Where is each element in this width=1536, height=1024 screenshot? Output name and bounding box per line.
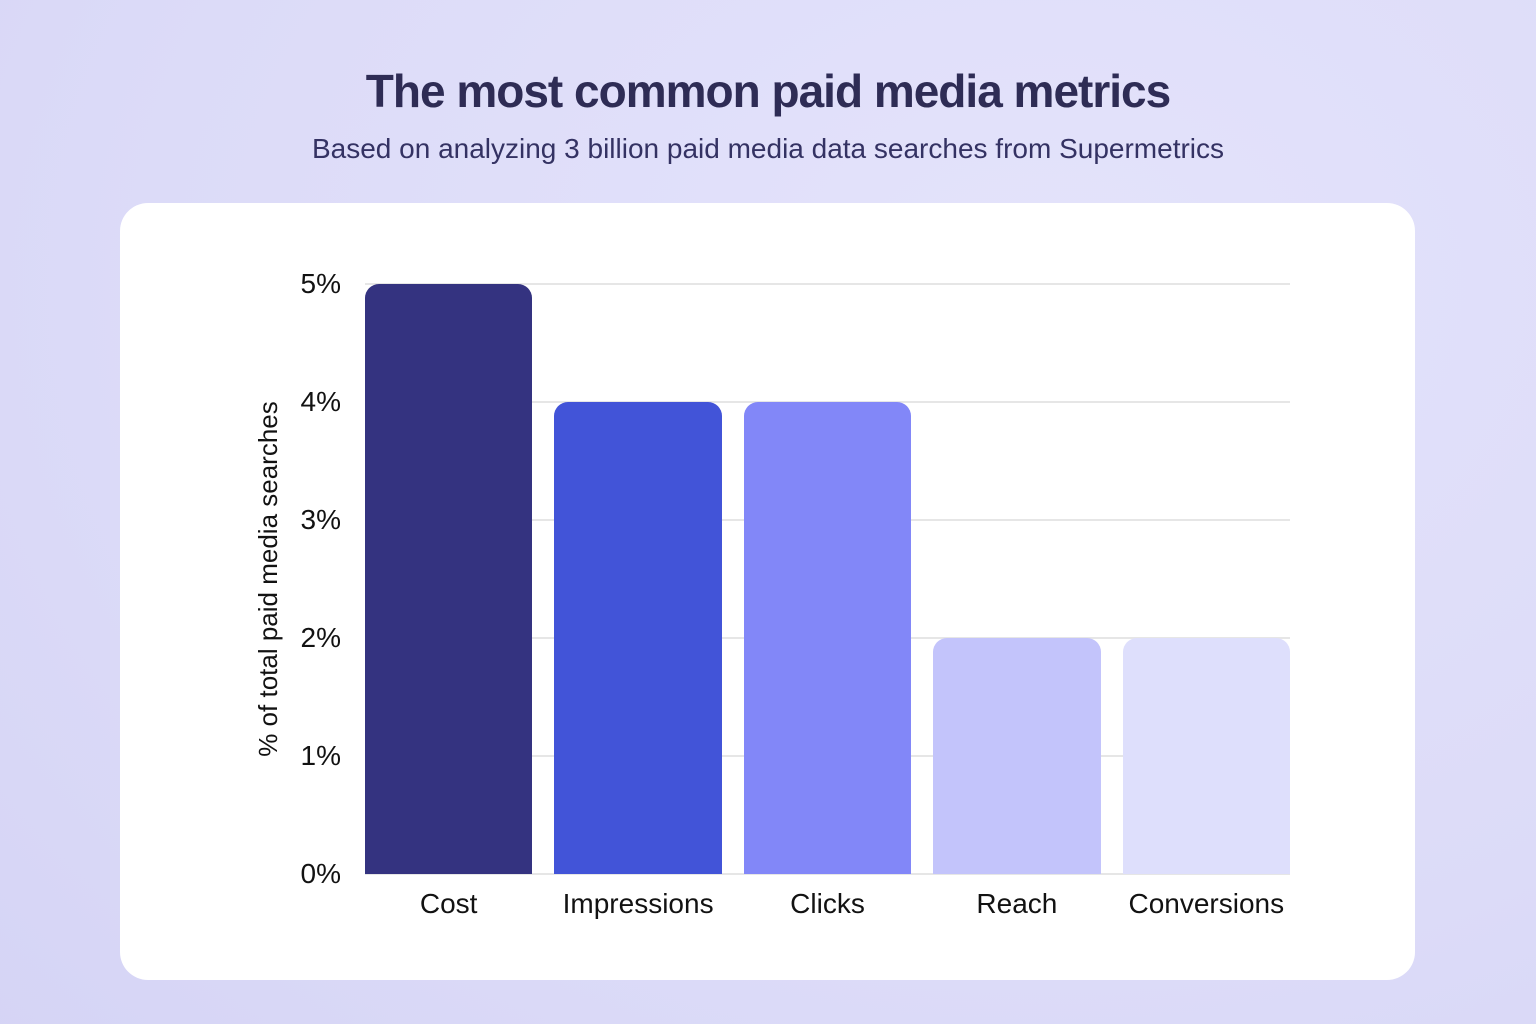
bar-clicks xyxy=(743,402,912,874)
bar-conversions xyxy=(1122,638,1290,874)
x-axis-label-conversions: Conversions xyxy=(1128,888,1285,919)
y-tick-label-0%: 0% xyxy=(300,858,341,889)
gridline-5% xyxy=(365,283,1290,285)
x-axis-label-clicks: Clicks xyxy=(790,888,865,919)
page-subtitle: Based on analyzing 3 billion paid media … xyxy=(311,133,1225,164)
gridline-0% xyxy=(365,873,1290,875)
y-tick-label-4%: 4% xyxy=(300,386,341,417)
x-axis-label-cost: Cost xyxy=(419,888,478,919)
y-tick-label-5%: 5% xyxy=(300,268,341,299)
plot-area xyxy=(365,283,1290,875)
chart-card: % of total paid media searches 0% 1% 2% 3% 4… xyxy=(120,203,1415,980)
y-tick-label-3%: 3% xyxy=(300,504,341,535)
page-title: The most common paid media metrics xyxy=(365,65,1171,117)
y-tick-label-1%: 1% xyxy=(300,740,341,771)
y-tick-label-2%: 2% xyxy=(300,622,341,653)
x-axis-label-impressions: Impressions xyxy=(562,888,714,919)
bar-impressions xyxy=(554,402,722,874)
x-axis-label-reach: Reach xyxy=(976,888,1058,919)
bar-cost xyxy=(365,284,533,874)
bar-reach xyxy=(933,638,1101,874)
